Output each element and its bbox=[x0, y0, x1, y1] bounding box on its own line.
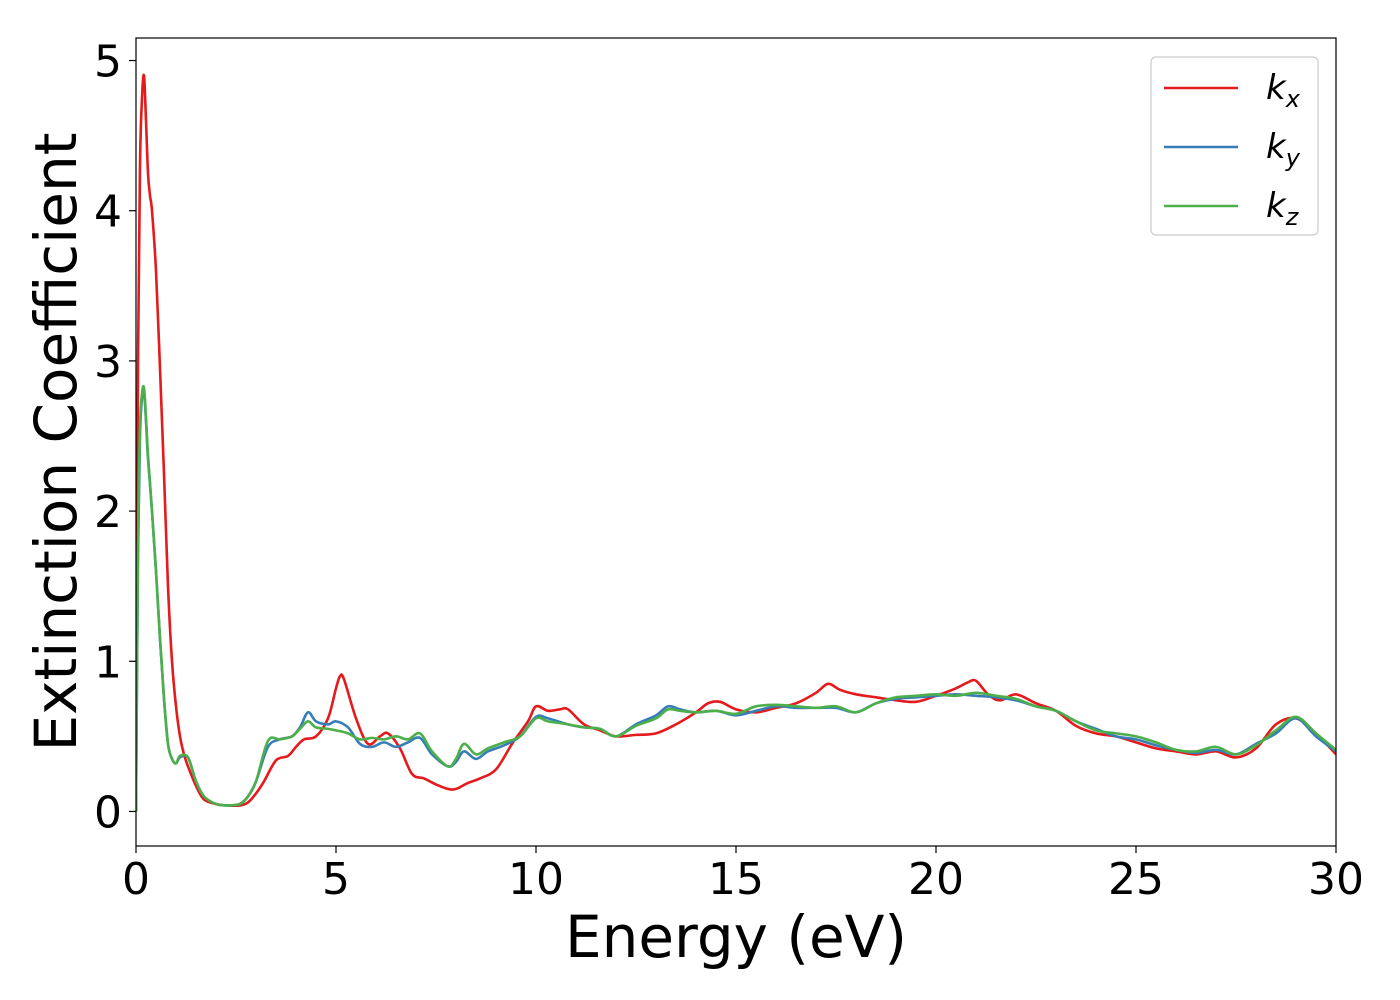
x-tick-label: 30 bbox=[1308, 854, 1364, 905]
x-axis: 0 5 10 15 20 25 30 bbox=[122, 846, 1364, 905]
x-tick-label: 15 bbox=[708, 854, 764, 905]
legend: kx ky kz bbox=[1150, 56, 1319, 236]
y-axis-label: Extinction Coefficient bbox=[22, 133, 90, 752]
y-tick-label: 1 bbox=[94, 637, 122, 688]
y-tick-label: 3 bbox=[94, 337, 122, 388]
y-tick-label: 4 bbox=[94, 187, 122, 238]
series-line-k-z bbox=[136, 384, 1336, 812]
x-axis-label: Energy (eV) bbox=[565, 903, 907, 971]
legend-label-k-x: kx bbox=[1266, 68, 1301, 113]
x-tick-label: 20 bbox=[908, 854, 964, 905]
y-tick-label: 0 bbox=[94, 787, 122, 838]
y-tick-label: 2 bbox=[94, 487, 122, 538]
x-tick-label: 5 bbox=[322, 854, 350, 905]
x-tick-label: 0 bbox=[122, 854, 150, 905]
x-tick-label: 10 bbox=[508, 854, 564, 905]
legend-label-k-y: ky bbox=[1266, 127, 1301, 172]
x-tick-label: 25 bbox=[1108, 854, 1164, 905]
legend-label-k-z: kz bbox=[1266, 186, 1300, 231]
y-tick-label: 5 bbox=[94, 37, 122, 88]
y-axis: 0 1 2 3 4 5 bbox=[94, 37, 136, 838]
